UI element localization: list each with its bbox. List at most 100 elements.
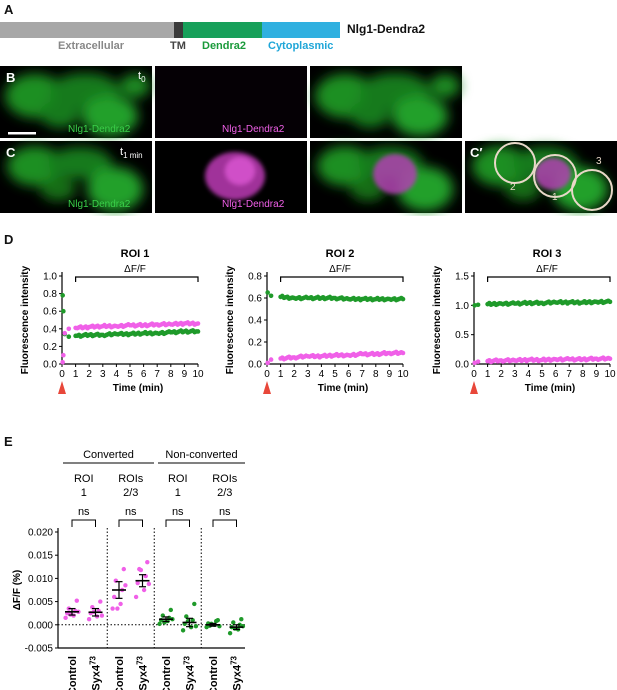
- chart-title: ROI 2: [326, 248, 355, 260]
- photoconversion-marker: [263, 381, 271, 394]
- data-point: [74, 598, 80, 603]
- x-tick-label: 5: [127, 369, 133, 380]
- subgroup-label-line1: ROIs: [118, 473, 144, 485]
- data-point: [60, 359, 65, 365]
- x-tick-label: 6: [553, 369, 559, 380]
- x-axis-label: Time (min): [113, 383, 163, 394]
- data-point: [265, 360, 270, 366]
- data-point: [475, 302, 481, 308]
- data-point: [133, 594, 139, 600]
- chart-annotation: ΔF/F: [536, 264, 558, 275]
- subgroup-label-line2: 1: [175, 487, 181, 499]
- roi-chart-2: ROI 2 ΔF/F 0.0 0.2 0.4 0.6 0.8 0 1 2 3 4 5 6 7 8 9 10 Time…: [225, 248, 409, 394]
- subgroup-label-line2: 2/3: [217, 487, 232, 499]
- data-point: [115, 606, 120, 611]
- chart-title: ROI 1: [121, 248, 150, 260]
- y-tick-label: 1.0: [455, 301, 469, 312]
- y-tick-label: 1.0: [43, 272, 57, 283]
- data-point: [118, 601, 123, 607]
- significance-bracket: [165, 519, 190, 527]
- category-label: Syx473: [230, 655, 244, 690]
- x-tick-label: 4: [319, 369, 325, 380]
- subgroup-label-line1: ROIs: [212, 473, 238, 485]
- chart-annotation: ΔF/F: [124, 264, 146, 275]
- group-header: Non-converted: [165, 449, 237, 461]
- data-point: [400, 296, 406, 302]
- delta-bracket: [280, 276, 404, 282]
- group-3: [110, 566, 128, 611]
- data-point: [66, 334, 72, 340]
- data-point: [190, 617, 195, 623]
- x-tick-label: 0: [264, 369, 270, 380]
- x-tick-label: 9: [594, 369, 600, 380]
- micrograph-c-green: [0, 141, 152, 213]
- series-green: [60, 293, 201, 340]
- x-tick-label: 5: [539, 369, 545, 380]
- data-point: [123, 583, 128, 588]
- y-tick-label: 0.010: [28, 574, 53, 585]
- y-tick-label: 0.015: [28, 551, 53, 562]
- data-point: [607, 356, 613, 362]
- group-1: [63, 598, 81, 621]
- x-axis-label: Time (min): [318, 383, 368, 394]
- data-point: [192, 601, 197, 607]
- data-point: [268, 357, 274, 362]
- category-label: Syx473: [183, 655, 197, 690]
- data-point: [110, 606, 115, 611]
- y-tick-label: 0.5: [455, 330, 469, 341]
- y-axis-label: ΔF/F (%): [12, 570, 23, 611]
- roi-number-3: 3: [596, 156, 602, 167]
- delta-bracket: [487, 276, 611, 282]
- x-tick-label: 8: [373, 369, 379, 380]
- x-tick-label: 3: [100, 369, 106, 380]
- significance-label: ns: [125, 506, 137, 518]
- chart-annotation: ΔF/F: [329, 264, 351, 275]
- timepoint-t0: t0: [138, 70, 146, 85]
- category-label: Control: [67, 656, 79, 690]
- series-magenta: [265, 349, 406, 366]
- x-tick-label: 10: [604, 369, 616, 380]
- y-tick-label: 1.5: [455, 272, 469, 283]
- category-label: Syx473: [136, 655, 150, 690]
- x-tick-label: 7: [154, 369, 160, 380]
- roi-chart-3: ROI 3 ΔF/F 0.0 0.5 1.0 1.5 0 1 2 3 4 5 6 7 8 9 10 Time (m…: [432, 248, 616, 394]
- group-header: Converted: [83, 449, 134, 461]
- significance-bracket: [212, 519, 237, 527]
- x-tick-label: 10: [192, 369, 204, 380]
- data-point: [99, 613, 105, 618]
- x-tick-label: 4: [114, 369, 120, 380]
- photoconversion-marker: [58, 381, 66, 394]
- x-axis-label: Time (min): [525, 383, 575, 394]
- y-tick-label: 0.6: [43, 307, 57, 318]
- subgroup-label-line2: 1: [81, 487, 87, 499]
- x-tick-label: 2: [86, 369, 92, 380]
- data-point: [180, 628, 186, 633]
- x-tick-label: 2: [291, 369, 297, 380]
- tm-segment: [174, 22, 183, 38]
- roi-circle-2: [494, 142, 536, 184]
- panel-label-e: E: [4, 434, 13, 449]
- data-point: [146, 581, 152, 587]
- series-magenta: [60, 320, 201, 365]
- significance-bracket: [71, 519, 96, 527]
- micrograph-c-merge: [310, 141, 462, 213]
- data-point: [231, 620, 236, 625]
- y-tick-label: 0.4: [43, 324, 57, 335]
- y-tick-label: 0.8: [43, 289, 57, 300]
- panel-label-d: D: [4, 232, 14, 247]
- data-point: [157, 621, 162, 627]
- x-tick-label: 9: [182, 369, 188, 380]
- data-point: [86, 617, 92, 622]
- x-tick-label: 7: [359, 369, 365, 380]
- data-point: [62, 330, 68, 336]
- delta-f-plot: Converted Non-converted ROI 1 ns ROIs 2/3 ns ROI…: [12, 449, 246, 690]
- cytoplasmic-label: Cytoplasmic: [268, 40, 334, 52]
- micrograph-grid: [0, 66, 617, 213]
- extracellular-label: Extracellular: [58, 40, 125, 52]
- x-tick-label: 0: [59, 369, 65, 380]
- magenta-channel-label-b: Nlg1-Dendra2: [222, 124, 285, 135]
- y-tick-label: 0.2: [248, 338, 262, 349]
- data-point: [227, 630, 233, 636]
- micrograph-c-prime: [465, 141, 617, 213]
- panel-label-a: A: [4, 2, 14, 17]
